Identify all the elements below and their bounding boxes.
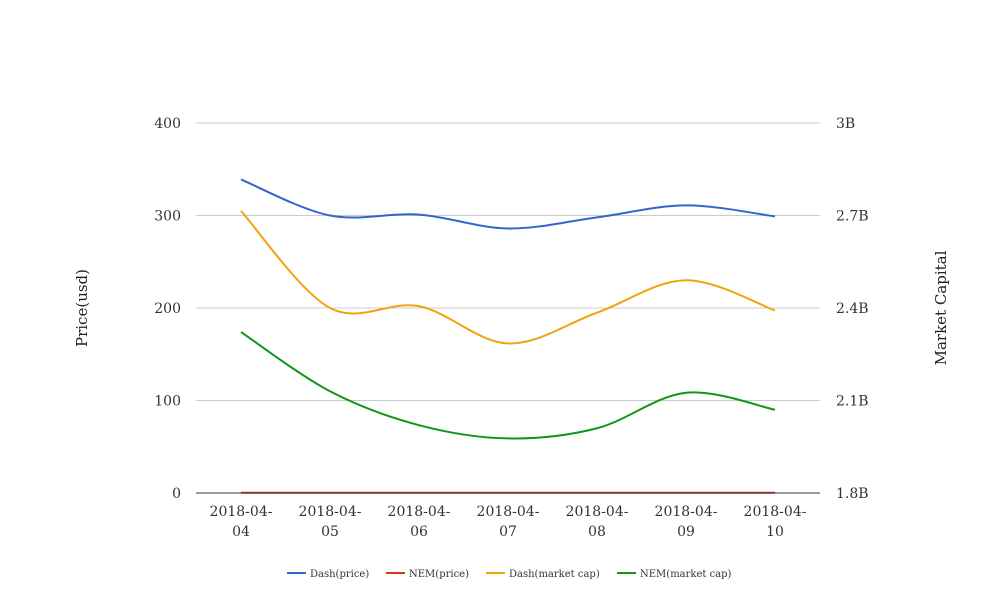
x-tick-label: 2018-04-07	[477, 504, 540, 540]
right-axis-title: Market Capital	[932, 250, 950, 365]
legend-label: NEM(price)	[409, 569, 469, 580]
x-tick-label: 2018-04-04	[210, 504, 273, 540]
legend-item-dash-market-cap[interactable]: Dash(market cap)	[486, 569, 600, 580]
series-lines	[240, 178, 776, 494]
legend-item-dash-price[interactable]: Dash(price)	[287, 569, 369, 580]
legend-label: NEM(market cap)	[640, 569, 732, 580]
right-axis-ticks: 1.8B 2.1B 2.4B 2.7B 3B	[836, 116, 869, 502]
right-tick-label: 2.1B	[836, 394, 869, 410]
gridlines	[196, 122, 820, 401]
left-axis-title: Price(usd)	[73, 269, 91, 347]
series-line-nem-market-cap[interactable]	[240, 331, 776, 440]
left-tick-label: 0	[172, 486, 181, 502]
legend[interactable]: Dash(price) NEM(price) Dash(market cap) NEM…	[287, 569, 732, 580]
left-tick-label: 400	[154, 116, 181, 132]
series-line-dash-price[interactable]	[240, 178, 776, 230]
left-axis-ticks: 0 100 200 300 400	[154, 116, 181, 502]
x-axis-ticks: 2018-04-04 2018-04-05 2018-04-06 2018-04-07…	[210, 504, 807, 540]
x-tick-label: 2018-04-10	[744, 504, 807, 540]
legend-label: Dash(market cap)	[509, 569, 600, 580]
x-tick-label: 2018-04-05	[299, 504, 362, 540]
right-tick-label: 2.7B	[836, 209, 869, 225]
right-tick-label: 3B	[836, 116, 855, 132]
left-tick-label: 100	[154, 394, 181, 410]
legend-label: Dash(price)	[310, 569, 369, 580]
legend-item-nem-market-cap[interactable]: NEM(market cap)	[617, 569, 732, 580]
x-tick-label: 2018-04-09	[655, 504, 718, 540]
right-tick-label: 2.4B	[836, 301, 869, 317]
right-tick-label: 1.8B	[836, 486, 869, 502]
legend-item-nem-price[interactable]: NEM(price)	[386, 569, 469, 580]
left-tick-label: 300	[154, 209, 181, 225]
x-tick-label: 2018-04-06	[388, 504, 451, 540]
x-tick-label: 2018-04-08	[566, 504, 629, 540]
left-tick-label: 200	[154, 301, 181, 317]
series-line-dash-market-cap[interactable]	[240, 210, 776, 345]
